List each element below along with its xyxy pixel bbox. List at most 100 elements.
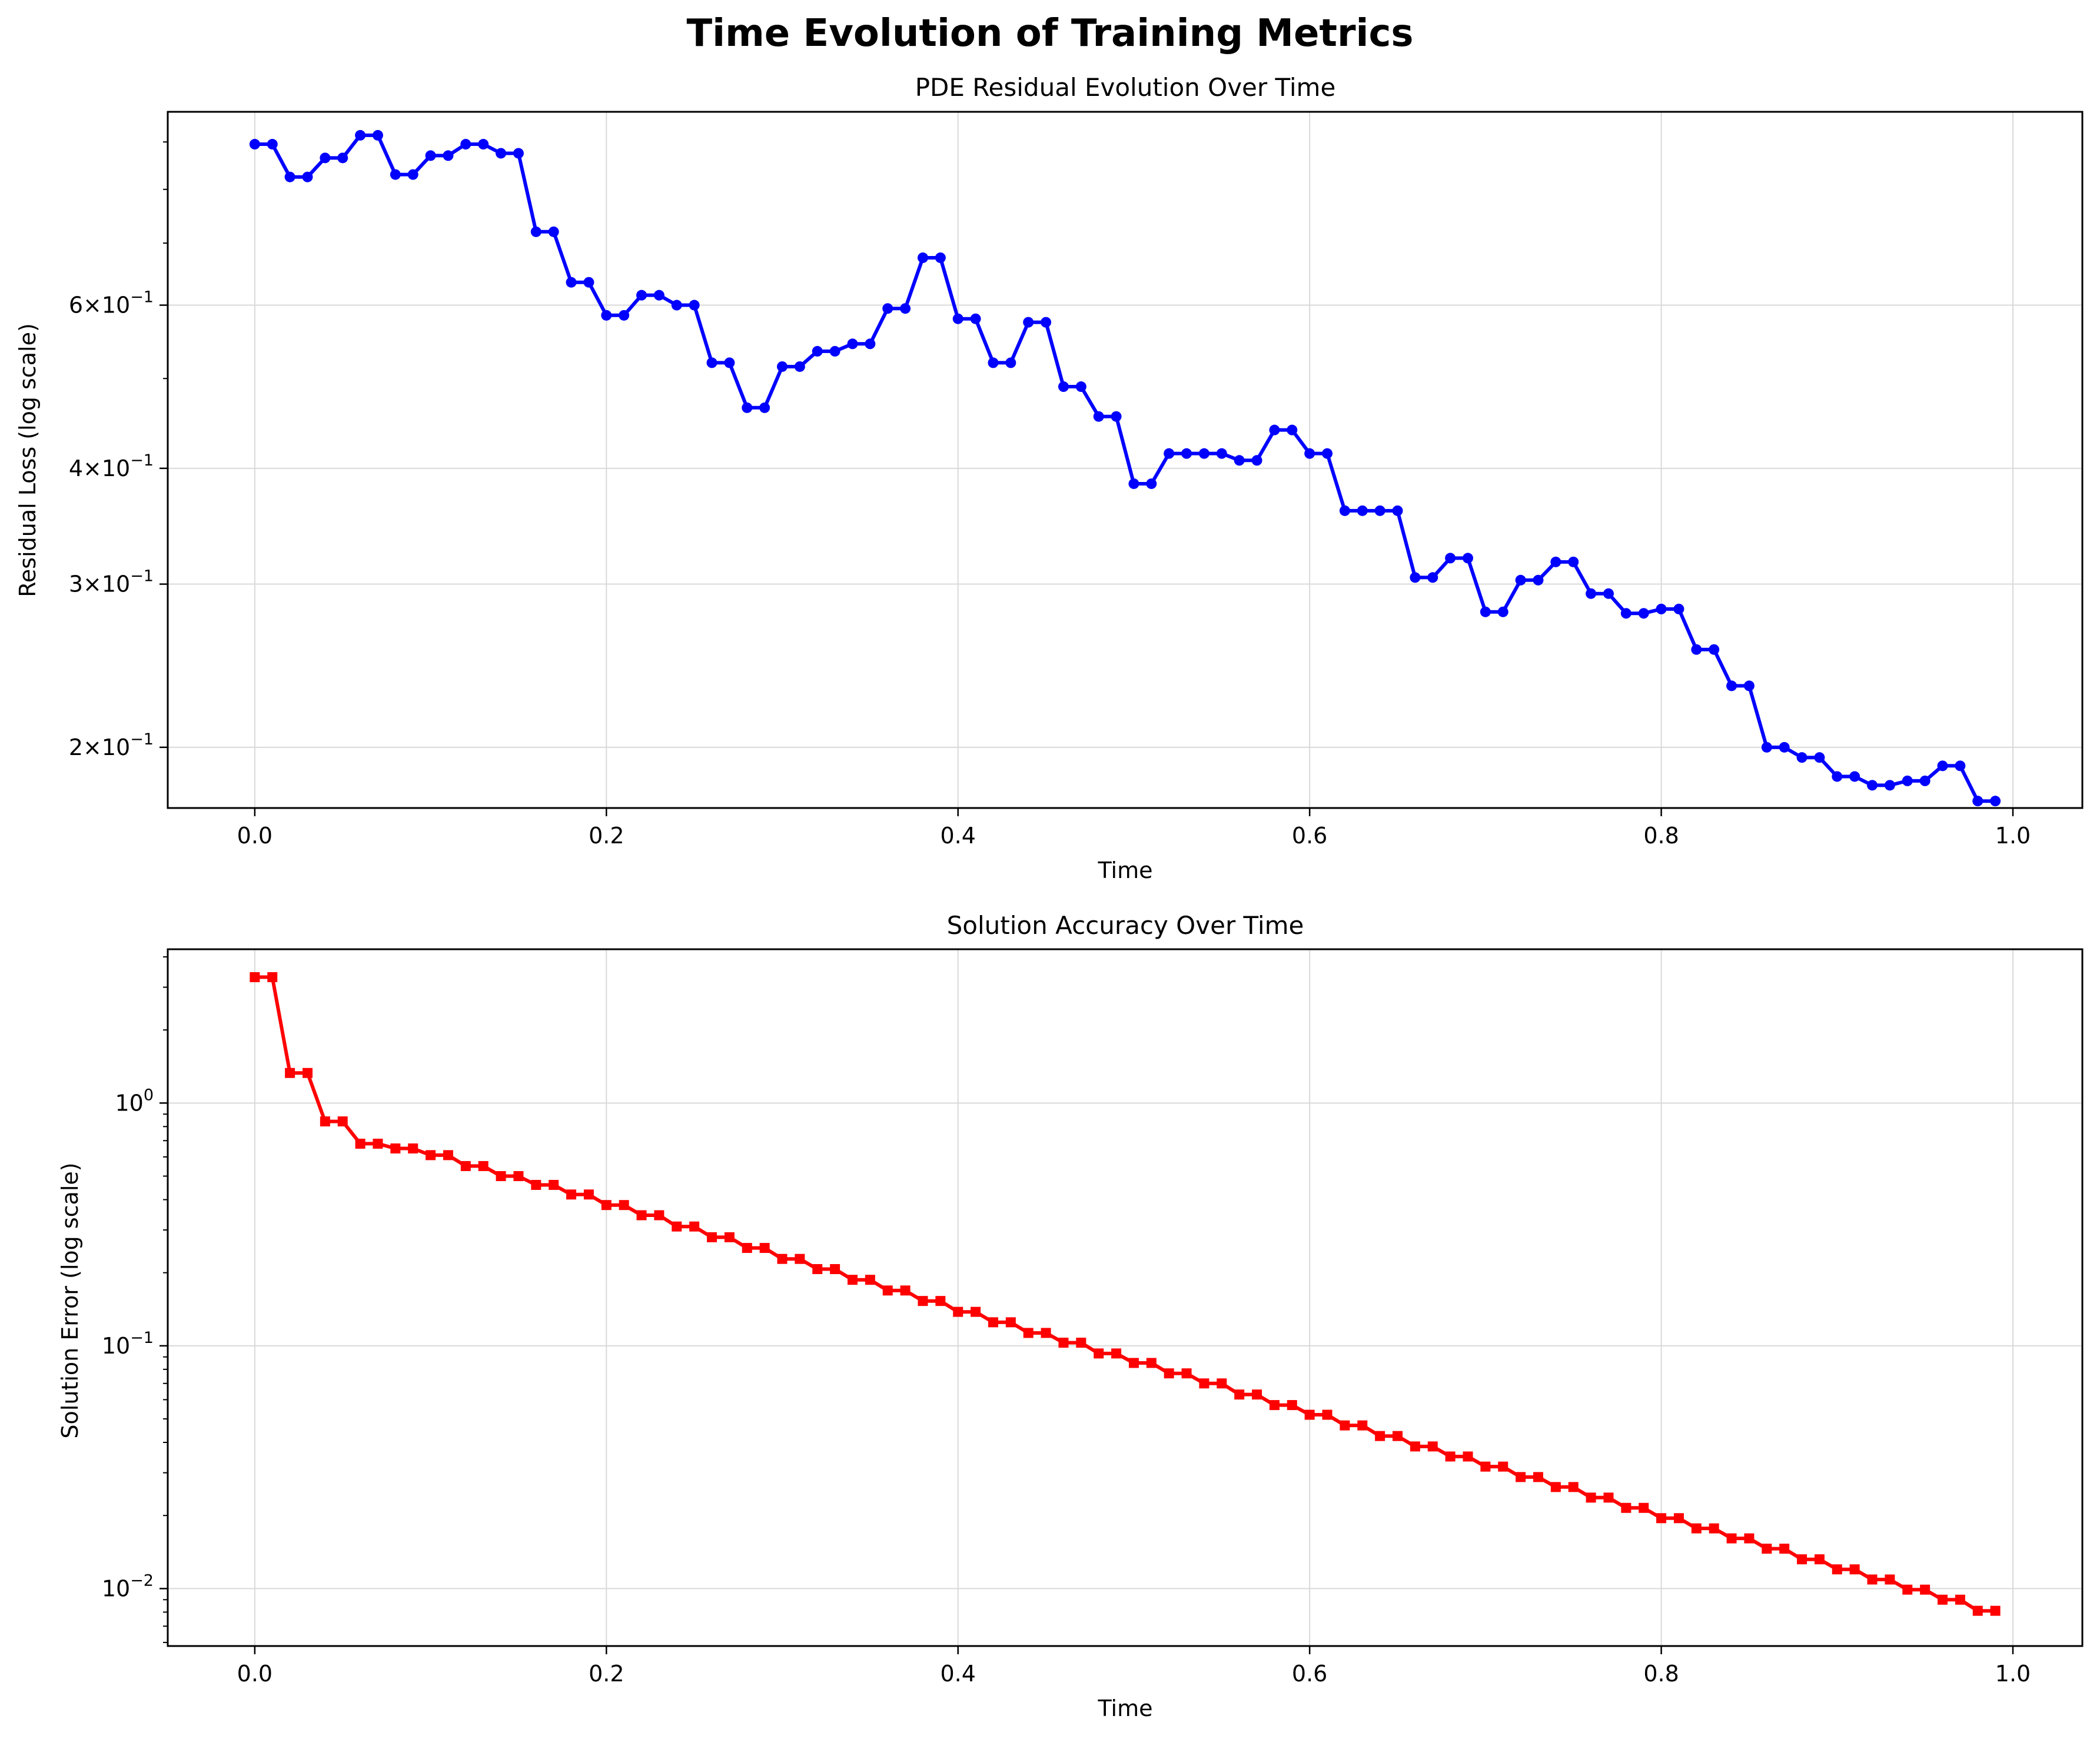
residual-data-point	[1164, 448, 1175, 459]
residual-data-point	[970, 313, 981, 324]
residual-axes-frame	[167, 111, 2084, 809]
residual-data-point	[1972, 796, 1983, 807]
error-data-point	[496, 1171, 506, 1182]
error-data-point	[1902, 1584, 1913, 1595]
residual-y-tick-label: 6×10−1	[69, 288, 154, 318]
residual-data-point	[1726, 680, 1737, 691]
error-data-point	[1656, 1513, 1667, 1524]
error-data-point	[707, 1232, 717, 1242]
error-data-point	[1410, 1441, 1420, 1452]
residual-data-point	[1234, 455, 1245, 466]
residual-data-point	[653, 290, 664, 301]
residual-data-point	[1181, 448, 1192, 459]
residual-data-point	[865, 338, 876, 350]
error-x-tick-label: 0.0	[237, 1661, 273, 1687]
error-data-point	[1990, 1605, 2001, 1616]
error-data-point	[601, 1200, 612, 1211]
residual-data-point	[1322, 448, 1333, 459]
residual-data-point	[548, 226, 559, 237]
error-data-point	[1885, 1574, 1895, 1585]
residual-x-tick-label: 0.2	[589, 823, 624, 849]
residual-y-tick-label: 3×10−1	[69, 567, 154, 597]
error-data-point	[1516, 1472, 1526, 1482]
residual-data-point	[742, 402, 753, 413]
error-data-point	[1252, 1389, 1262, 1400]
error-data-point	[1938, 1594, 1948, 1605]
residual-data-point	[1620, 608, 1632, 619]
residual-data-point	[1445, 553, 1456, 564]
residual-data-point	[1814, 752, 1825, 763]
residual-data-point	[284, 171, 295, 182]
error-data-point	[1393, 1431, 1403, 1441]
error-data-point	[1445, 1451, 1456, 1462]
residual-data-point	[583, 277, 594, 288]
residual-data-point	[1884, 780, 1895, 791]
error-data-point	[337, 1116, 348, 1127]
residual-data-point	[1075, 381, 1086, 393]
error-data-point	[285, 1068, 295, 1078]
residual-data-point	[1480, 606, 1491, 617]
error-data-point	[566, 1189, 577, 1200]
residual-data-point	[1111, 411, 1122, 422]
residual-plot-title: PDE Residual Evolution Over Time	[915, 73, 1336, 102]
error-y-tick-label: 100	[115, 1086, 154, 1116]
error-data-point	[1550, 1482, 1561, 1492]
error-data-point	[1814, 1554, 1825, 1565]
error-data-point	[1340, 1420, 1350, 1431]
residual-data-point	[1743, 680, 1755, 691]
residual-data-point	[355, 129, 366, 141]
error-axes-frame	[167, 948, 2084, 1647]
error-data-point	[812, 1264, 823, 1275]
residual-data-point	[443, 150, 454, 161]
error-data-point	[742, 1243, 752, 1253]
error-y-tick-label: 10−1	[102, 1329, 154, 1359]
residual-series-line	[254, 133, 1996, 803]
error-data-point	[1498, 1461, 1508, 1472]
residual-data-point	[530, 226, 541, 237]
error-data-point	[1463, 1451, 1473, 1462]
error-data-point	[1621, 1502, 1632, 1513]
error-data-point	[1234, 1389, 1245, 1400]
error-x-tick-label: 0.8	[1643, 1661, 1679, 1687]
error-data-point	[1920, 1584, 1930, 1595]
error-data-point	[460, 1161, 471, 1171]
error-data-point	[689, 1221, 700, 1232]
error-x-tick-label: 0.4	[941, 1661, 976, 1687]
residual-data-point	[1568, 556, 1579, 567]
error-data-point	[918, 1296, 928, 1306]
error-data-point	[900, 1285, 911, 1296]
residual-y-tick-label: 2×10−1	[69, 730, 154, 760]
residual-data-point	[829, 345, 840, 357]
error-x-axis-label: Time	[1098, 1695, 1153, 1721]
error-data-point	[1797, 1554, 1807, 1565]
residual-data-point	[952, 313, 963, 324]
residual-data-point	[1779, 742, 1790, 753]
residual-data-point	[1796, 752, 1807, 763]
residual-data-point	[777, 361, 788, 372]
error-data-point	[847, 1275, 858, 1285]
residual-data-point	[1515, 574, 1526, 586]
residual-data-point	[1287, 424, 1298, 435]
residual-data-point	[302, 171, 313, 182]
residual-x-tick-label: 0.4	[941, 823, 976, 849]
error-data-point	[1322, 1409, 1333, 1420]
residual-data-point	[1058, 381, 1069, 393]
residual-data-point	[1005, 357, 1016, 368]
residual-data-point	[1427, 572, 1438, 583]
error-data-point	[759, 1243, 770, 1253]
residual-data-point	[320, 152, 331, 164]
error-data-point	[1726, 1533, 1737, 1544]
residual-data-point	[1849, 771, 1860, 782]
error-data-point	[267, 972, 278, 982]
error-data-point	[1779, 1544, 1790, 1554]
error-data-point	[1357, 1420, 1368, 1431]
residual-data-point	[460, 139, 471, 150]
residual-data-point	[478, 139, 489, 150]
error-data-point	[1762, 1544, 1772, 1554]
error-data-point	[1023, 1328, 1034, 1338]
error-data-point	[1955, 1594, 1965, 1605]
error-data-point	[549, 1179, 559, 1190]
error-data-point	[1128, 1358, 1139, 1368]
residual-y-axis-label: Residual Loss (log scale)	[15, 323, 41, 597]
residual-data-point	[1691, 644, 1702, 655]
